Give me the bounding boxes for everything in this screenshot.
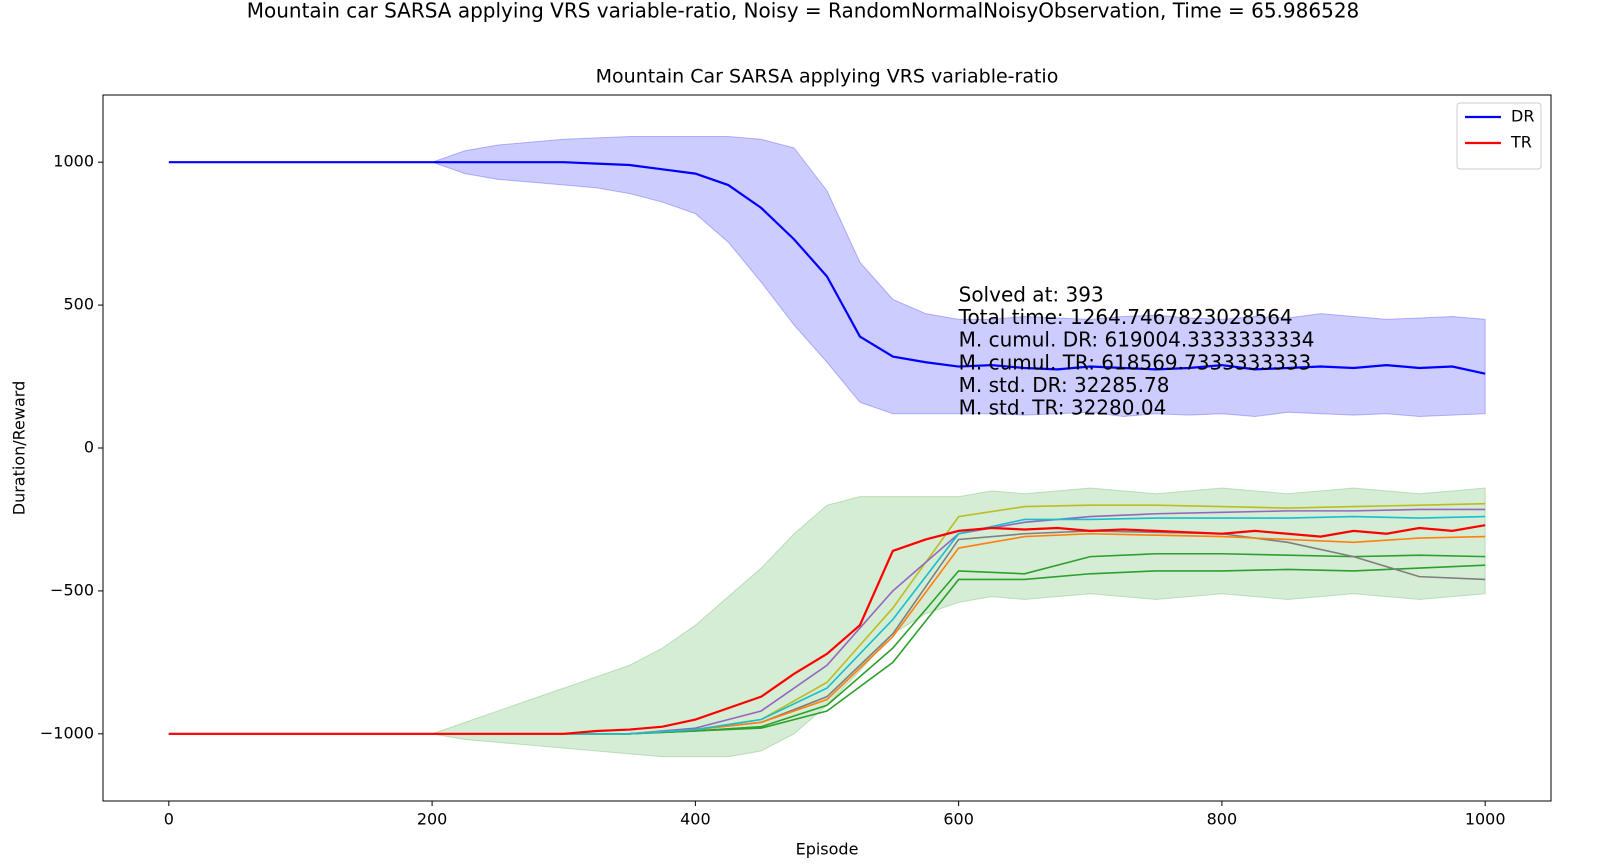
annotation: M. std. TR: 32280.04	[959, 396, 1167, 420]
y-tick-label: −1000	[40, 723, 94, 742]
suptitle: Mountain car SARSA applying VRS variable…	[247, 0, 1360, 23]
annotation: M. cumul. TR: 618569.7333333333	[959, 350, 1312, 374]
annotation: M. std. DR: 32285.78	[959, 373, 1170, 397]
x-tick-label: 400	[680, 810, 711, 829]
y-tick-label: 500	[63, 295, 94, 314]
y-tick-label: 1000	[53, 152, 94, 171]
x-tick-label: 0	[164, 810, 174, 829]
line	[168, 524, 1486, 735]
legend-label: DR	[1511, 107, 1534, 126]
y-tick-label: 0	[84, 438, 94, 457]
x-tick-label: 1000	[1465, 810, 1506, 829]
x-tick-label: 200	[417, 810, 448, 829]
x-tick-label: 600	[943, 810, 974, 829]
annotation: Solved at: 393	[959, 283, 1104, 307]
chart-title: Mountain Car SARSA applying VRS variable…	[596, 66, 1059, 88]
band	[168, 487, 1486, 758]
y-axis-label: Duration/Reward	[10, 381, 29, 515]
y-tick-label: −500	[50, 580, 94, 599]
line	[168, 161, 1486, 375]
x-axis-label: Episode	[796, 840, 859, 859]
annotation: M. cumul. DR: 619004.3333333334	[959, 328, 1315, 352]
legend-label: TR	[1510, 133, 1532, 152]
annotation: Total time: 1264.7467823028564	[958, 305, 1293, 329]
x-tick-label: 800	[1207, 810, 1238, 829]
legend-box	[1456, 102, 1542, 170]
